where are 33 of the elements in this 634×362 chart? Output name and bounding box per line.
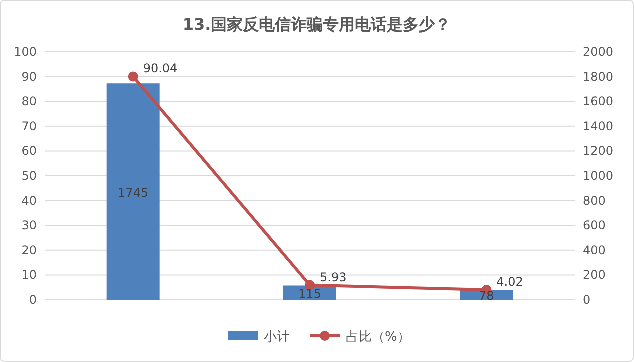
y2-tick-label: 1200 [583,144,614,158]
y2-tick-label: 600 [583,218,606,233]
legend-label: 占比（%） [346,330,410,345]
y2-tick-label: 400 [583,243,606,258]
y-tick-label: 40 [22,194,37,208]
data-label: 5.93 [320,270,347,284]
y-tick-label: 50 [22,169,37,183]
data-label: 1745 [118,186,149,200]
data-label: 4.02 [496,275,524,290]
y2-tick-label: 200 [583,268,606,282]
y2-tick-label: 1000 [583,169,614,183]
y2-tick-label: 2000 [583,45,614,59]
y2-tick-label: 0 [583,293,591,307]
y2-tick-label: 1600 [583,94,614,109]
y-tick-label: 90 [22,70,37,84]
bar [106,84,160,300]
data-label: 115 [298,286,322,301]
y-tick-label: 30 [22,218,37,233]
y-tick-label: 100 [14,45,37,59]
point [128,72,138,82]
y2-tick-label: 1800 [583,70,614,84]
y-tick-label: 20 [22,243,37,258]
y-tick-label: 0 [29,293,37,307]
y-tick-label: 70 [22,119,37,134]
data-label: 90.04 [143,62,178,76]
y-tick-label: 60 [22,144,37,158]
legend-label: 小计 [264,330,290,345]
y2-tick-label: 800 [583,194,606,208]
chart-title: 13.国家反电信诈骗专用电话是多少？ [182,15,452,34]
y2-tick-label: 1400 [583,119,614,134]
y-tick-label: 10 [22,268,37,282]
y-tick-label: 80 [22,94,37,109]
data-label: 78 [479,289,494,304]
